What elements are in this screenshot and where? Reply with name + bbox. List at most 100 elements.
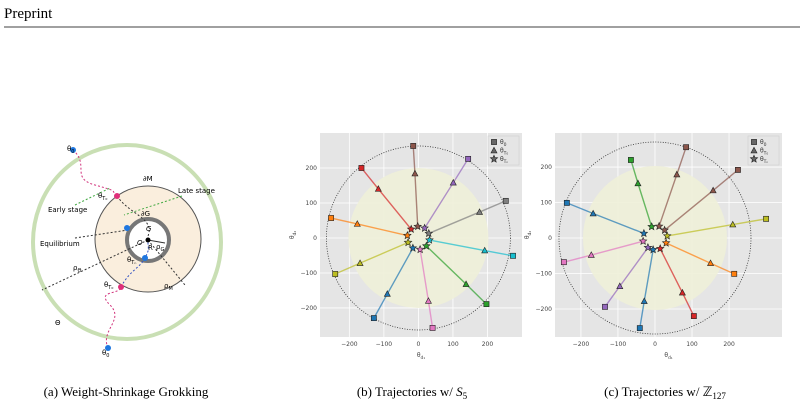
- y-tick-label: 0: [313, 235, 317, 242]
- y-tick-label: 200: [306, 165, 318, 172]
- label: ρΘ: [73, 264, 81, 274]
- label: G: [146, 225, 152, 233]
- caption: (b) Trajectories w/ S5: [357, 384, 468, 401]
- marker-triangle: [490, 146, 498, 154]
- marker-star: [425, 235, 434, 244]
- y-axis-label-sub: d₂: [292, 231, 298, 236]
- chart: −200 −100 0 100 2002001000−100−200θd₁θd₂θ0θT…: [289, 133, 522, 361]
- label: Late stage: [178, 187, 215, 195]
- x-axis-label-base: θ: [417, 352, 421, 359]
- legend-label-sub: 0: [764, 142, 767, 148]
- marker-triangle: [640, 297, 648, 304]
- trajectory: [104, 286, 122, 349]
- legend-label: θT₀: [500, 148, 508, 157]
- radius: [147, 239, 186, 286]
- legend-label: θ0: [760, 139, 767, 148]
- x-axis-label-sub: d₁: [668, 355, 673, 361]
- label: ∂G: [141, 210, 150, 218]
- marker-triangle: [383, 290, 391, 297]
- x-tick-label: −100: [376, 341, 393, 348]
- marker-star: [415, 244, 425, 254]
- marker-triangle: [449, 178, 457, 186]
- marker-triangle: [462, 280, 470, 287]
- legend-label: θT₀: [760, 148, 768, 157]
- y-tick-label: 100: [306, 200, 318, 207]
- label: ρG: [156, 243, 164, 253]
- y-axis-label-base: θ: [524, 235, 531, 239]
- radius: [147, 239, 166, 244]
- marker-square: [483, 301, 490, 308]
- point: [124, 225, 130, 231]
- marker-square: [690, 313, 697, 319]
- marker-square: [510, 252, 516, 259]
- marker-star: [648, 245, 658, 254]
- legend-label-sub: T₀: [503, 151, 509, 157]
- marker-triangle: [589, 209, 597, 217]
- legend-label-sub: T₀: [763, 151, 769, 157]
- diagram: θ0 ∂M Late stage θT₀ Early stage ∂G G Eq…: [31, 143, 223, 359]
- x-axis-label: θd₁: [417, 352, 426, 361]
- marker-square: [731, 270, 738, 277]
- label: Early stage: [48, 206, 87, 214]
- marker-triangle: [353, 220, 361, 227]
- marker-square: [502, 197, 509, 204]
- label: θ0: [67, 145, 74, 155]
- y-tick-label: −200: [536, 306, 553, 313]
- marker-star: [654, 221, 664, 231]
- marker-star: [421, 241, 431, 250]
- marker-triangle: [729, 220, 737, 228]
- marker-square: [735, 166, 741, 173]
- legend-label-sub: Tₙ: [763, 159, 769, 165]
- x-tick-label: 100: [447, 341, 459, 348]
- marker-star: [662, 231, 672, 240]
- marker-square: [410, 143, 417, 149]
- x-tick-label: 0: [653, 341, 657, 348]
- boundary: [558, 141, 752, 335]
- y-tick-label: −100: [536, 270, 553, 277]
- legend-label-base: θ: [760, 156, 764, 163]
- point: [70, 147, 76, 153]
- marker-square: [491, 139, 497, 145]
- marker-square: [751, 139, 757, 145]
- y-axis-label-base: θ: [289, 235, 296, 239]
- marker-triangle: [476, 208, 484, 215]
- marker-square: [358, 165, 365, 171]
- x-tick-label: 100: [686, 341, 698, 348]
- marker-triangle: [424, 297, 432, 304]
- marker-star: [489, 154, 499, 163]
- marker-triangle: [707, 259, 715, 266]
- point: [142, 255, 148, 261]
- marker-star: [643, 243, 653, 252]
- marker-star: [413, 221, 423, 231]
- y-tick-label: 200: [541, 164, 553, 171]
- marker-star: [420, 223, 429, 232]
- label: R: [148, 244, 153, 252]
- region: [348, 167, 489, 308]
- marker-star: [424, 228, 434, 238]
- caption: (a) Weight-Shrinkage Grokking: [44, 384, 209, 399]
- marker-star: [406, 224, 416, 233]
- marker-triangle: [481, 246, 489, 254]
- legend-label-sub: 0: [504, 142, 507, 148]
- header-title: Preprint: [4, 6, 53, 22]
- legend-label-base: θ: [760, 139, 764, 146]
- label: ρM: [164, 282, 173, 292]
- legend-label: θ0: [500, 139, 507, 148]
- trajectory: [116, 195, 150, 237]
- x-tick-label: 200: [482, 341, 494, 348]
- label: Equilibrium: [40, 240, 80, 248]
- marker-square: [563, 199, 570, 206]
- marker-triangle: [750, 146, 758, 154]
- marker-square: [465, 155, 472, 162]
- marker-square: [560, 259, 567, 266]
- x-tick-label: −100: [610, 341, 627, 348]
- radius: [41, 239, 149, 291]
- marker-triangle: [709, 186, 717, 194]
- x-tick-label: 0: [416, 341, 420, 348]
- x-tick-label: 200: [723, 341, 735, 348]
- y-tick-label: 0: [548, 235, 552, 242]
- x-axis-label-base: θ: [664, 352, 668, 359]
- legend-label-base: θ: [500, 156, 504, 163]
- point: [118, 284, 124, 290]
- legend-label-base: θ: [760, 148, 764, 155]
